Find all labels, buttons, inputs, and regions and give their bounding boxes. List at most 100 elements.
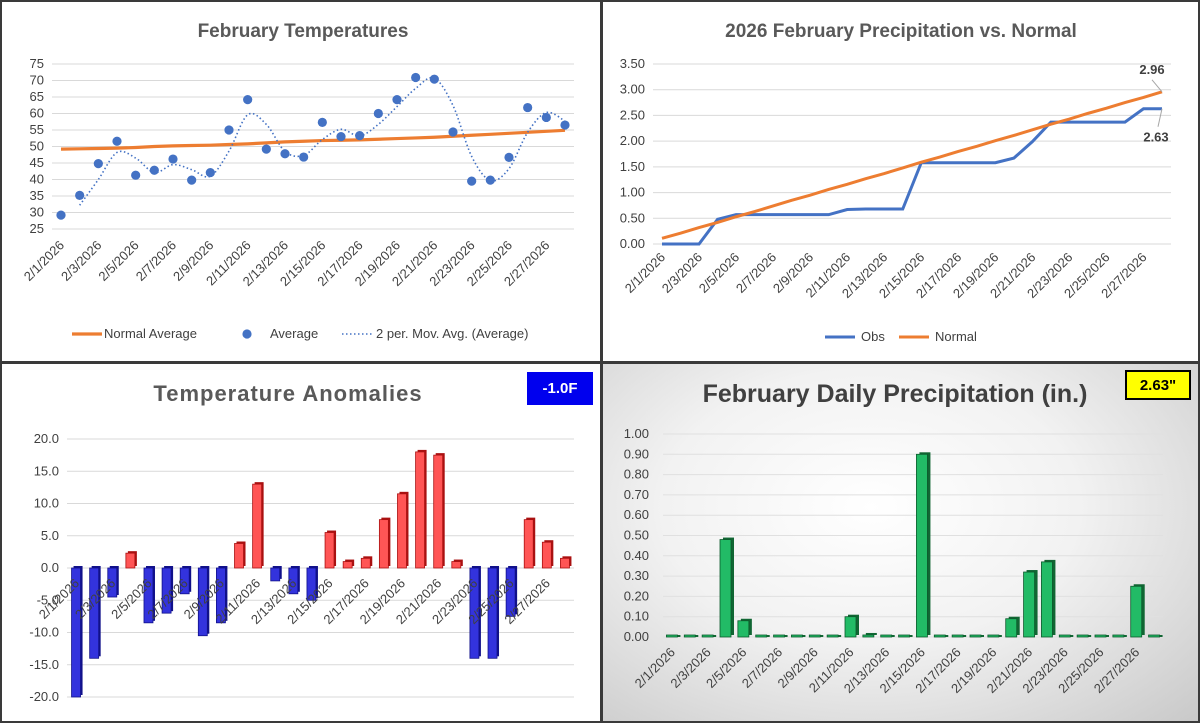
anomaly-bar xyxy=(342,561,353,569)
anomaly-bar xyxy=(252,483,263,569)
precip-bar xyxy=(1005,618,1018,638)
data-point-average xyxy=(131,170,141,180)
annotation-leader xyxy=(1151,79,1163,93)
x-tick-label: 2/1/2026 xyxy=(21,238,67,284)
y-tick-label: -20.0 xyxy=(29,689,59,704)
y-tick-label: 55 xyxy=(30,122,44,137)
daily-precip-chart: February Daily Precipitation (in.) 0.00 0.… xyxy=(624,380,1163,696)
y-tick-label: 15.0 xyxy=(34,463,59,478)
data-point-average xyxy=(299,152,309,162)
series-line-normal xyxy=(661,90,1163,240)
precip-bar xyxy=(826,634,839,638)
y-tick-label: 60 xyxy=(30,106,44,121)
anomaly-bar xyxy=(143,567,154,624)
precip-bar xyxy=(1041,561,1053,638)
chart-title: February Daily Precipitation (in.) xyxy=(703,380,1088,408)
data-point-average xyxy=(243,95,253,105)
precip-bar-side xyxy=(865,632,877,635)
data-point-average xyxy=(429,74,439,84)
legend-label-normal-average: Normal Average xyxy=(104,326,197,341)
legend-label-average: Average xyxy=(270,326,318,341)
y-tick-label: 2.00 xyxy=(620,133,645,148)
anomaly-bar xyxy=(234,543,244,569)
data-point-average xyxy=(56,210,66,220)
y-tick-label: 25 xyxy=(30,221,44,236)
anomaly-bar xyxy=(306,567,317,601)
data-point-average xyxy=(261,144,271,154)
precip-bar xyxy=(808,634,821,638)
y-tick-label: -15.0 xyxy=(29,657,59,672)
data-point-average xyxy=(280,149,290,159)
anomaly-bar xyxy=(415,451,425,569)
precip-bar xyxy=(719,539,732,638)
x-tick-label: 2/7/2026 xyxy=(133,238,179,284)
data-point-average xyxy=(448,127,458,137)
data-point-average xyxy=(504,152,514,162)
y-tick-label: 0.50 xyxy=(624,528,649,543)
data-point-average xyxy=(373,108,383,119)
data-point-average xyxy=(392,95,402,105)
anomaly-bar xyxy=(541,541,552,569)
precip-bar xyxy=(933,634,946,638)
precip-normal-chart-panel: 2026 February Precipitation vs. Normal 0.… xyxy=(603,2,1198,361)
anomaly-bar xyxy=(179,567,190,595)
precip-bar xyxy=(1058,634,1071,638)
y-tick-label: 40 xyxy=(30,172,44,187)
anomaly-bar xyxy=(216,567,226,624)
anomaly-bar xyxy=(487,567,498,659)
precip-bar xyxy=(1076,634,1089,638)
anomaly-bar xyxy=(89,567,100,659)
precip-bar xyxy=(1094,634,1107,638)
data-point-average xyxy=(149,165,159,175)
precip-bar xyxy=(987,634,1000,638)
anomaly-bar xyxy=(469,567,480,659)
y-tick-label: 65 xyxy=(30,89,44,104)
y-tick-label: 3.00 xyxy=(620,82,645,97)
y-tick-label: 0.20 xyxy=(624,588,649,603)
precip-bar xyxy=(683,634,696,638)
anomaly-bar xyxy=(433,454,444,569)
anomaly-bar xyxy=(523,519,534,569)
precip-bar xyxy=(951,634,964,638)
anomaly-bar xyxy=(270,567,281,582)
daily-precip-chart-panel: February Daily Precipitation (in.) 0.00 0.… xyxy=(603,364,1198,721)
precip-bar xyxy=(844,616,857,638)
y-tick-label: 0.60 xyxy=(624,507,649,522)
legend-label-normal: Normal xyxy=(935,329,977,344)
series-line-moving-average xyxy=(79,76,566,206)
anomaly-chart: Temperature Anomalies -20.0 -15.0 -10.0 -5.0… xyxy=(29,381,574,704)
y-tick-label: 20.0 xyxy=(34,431,59,446)
data-point-average xyxy=(523,102,533,113)
data-point-average xyxy=(168,154,178,164)
legend-swatch-average xyxy=(242,329,252,339)
data-point-average xyxy=(355,131,365,141)
y-tick-label: 50 xyxy=(30,139,44,154)
y-tick-label: 1.00 xyxy=(624,426,649,441)
y-tick-label: 0.10 xyxy=(624,609,649,624)
precip-bar xyxy=(1112,634,1125,638)
y-tick-label: -10.0 xyxy=(29,625,59,640)
precip-bar xyxy=(773,634,785,638)
y-tick-label: 0.00 xyxy=(620,236,645,251)
y-tick-label: 3.50 xyxy=(620,56,645,71)
chart-title: Temperature Anomalies xyxy=(153,381,422,406)
precip-normal-chart: 2026 February Precipitation vs. Normal 0.… xyxy=(620,21,1171,344)
y-tick-label: 35 xyxy=(30,188,44,203)
data-point-average xyxy=(93,159,103,169)
precip-bar xyxy=(737,620,750,638)
precip-bar xyxy=(916,453,928,638)
y-tick-label: 0.90 xyxy=(624,446,649,461)
anomaly-badge: -1.0F xyxy=(527,372,593,405)
x-tick-label: 2/3/2026 xyxy=(58,238,104,284)
y-tick-label: 0.30 xyxy=(624,568,649,583)
anomaly-bar xyxy=(161,567,172,614)
precip-bar xyxy=(862,634,875,638)
anomaly-chart-panel: Temperature Anomalies -20.0 -15.0 -10.0 -5.0… xyxy=(2,364,600,721)
data-point-average xyxy=(205,167,215,178)
precip-bar xyxy=(791,634,803,638)
data-point-average xyxy=(112,136,122,146)
anomaly-bar xyxy=(125,552,136,569)
precip-bar xyxy=(880,634,893,638)
series-line-obs xyxy=(662,107,1162,246)
anomaly-bar xyxy=(397,493,407,569)
